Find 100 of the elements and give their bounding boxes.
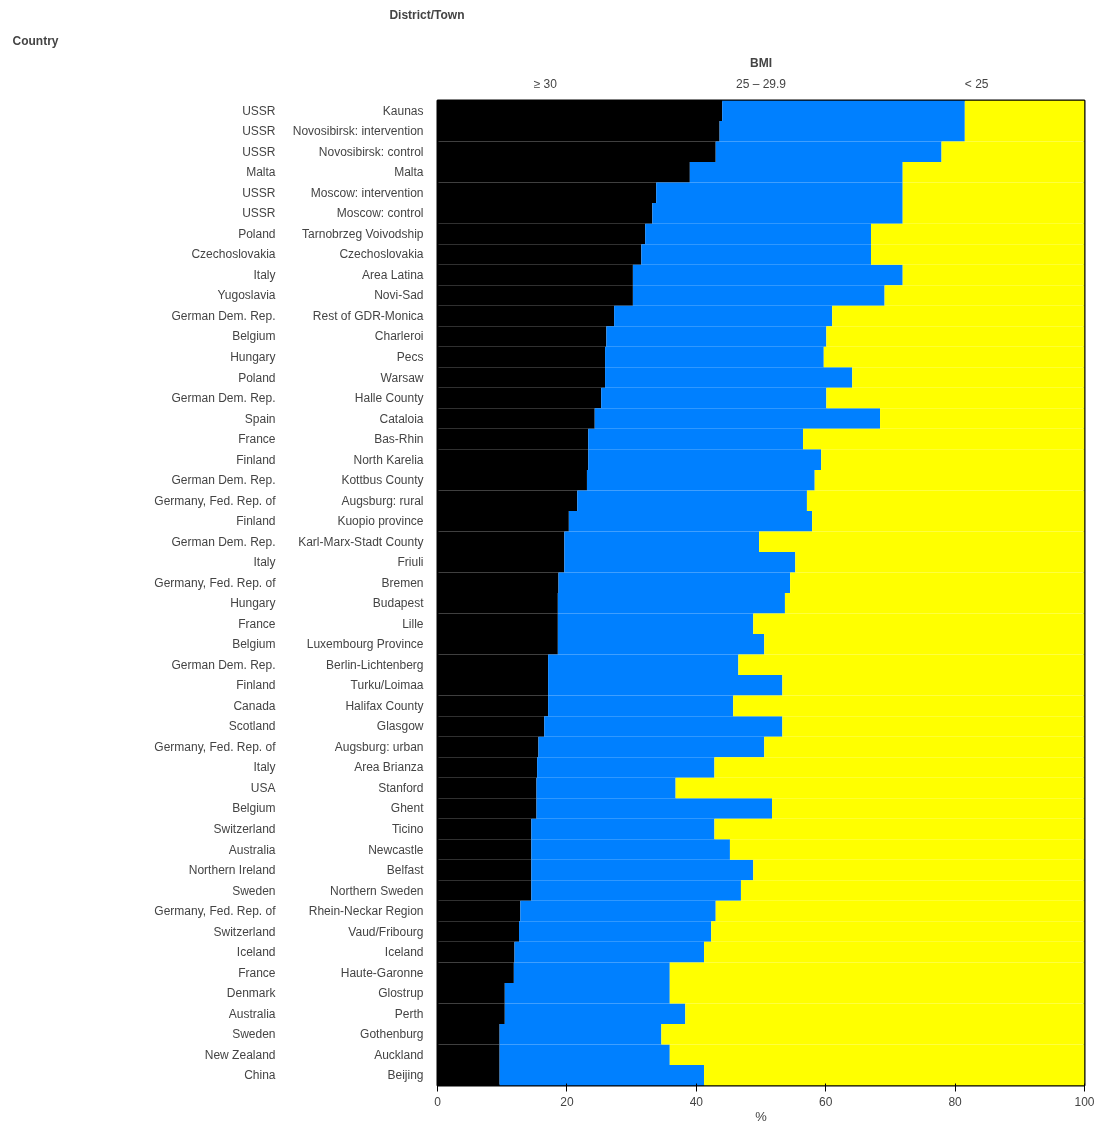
y-tick-label: Northern Sweden bbox=[330, 883, 424, 898]
y2-tick-label: USSR bbox=[242, 124, 276, 139]
y2-tick-label: Italy bbox=[253, 267, 276, 282]
y-tick-label: Glostrup bbox=[378, 986, 424, 1001]
y2-tick-label: German Dem. Rep. bbox=[171, 391, 276, 406]
y-tick-label: Newcastle bbox=[368, 842, 424, 857]
y-tick-label: Stanford bbox=[378, 780, 424, 795]
y-tick-label: Budapest bbox=[372, 596, 425, 611]
y-tick-label: Novi-Sad bbox=[374, 288, 424, 303]
y-tick-label: Lille bbox=[402, 616, 424, 631]
y2-tick-label: New Zealand bbox=[204, 1047, 276, 1062]
y-tick-label: Ticino bbox=[391, 821, 424, 836]
y-tick-label: Rest of GDR-Monica bbox=[312, 308, 424, 323]
y2-tick-label: German Dem. Rep. bbox=[171, 308, 276, 323]
y-tick-label: Kaunas bbox=[382, 103, 424, 118]
y2-tick-label: France bbox=[238, 432, 276, 447]
y2-tick-label: Yugoslavia bbox=[217, 288, 276, 303]
y2-tick-label: Finland bbox=[236, 514, 276, 529]
y-tick-label: Vaud/Fribourg bbox=[348, 924, 424, 939]
y-tick-label: Kottbus County bbox=[341, 473, 424, 488]
y-tick-label: Moscow: control bbox=[336, 206, 424, 221]
y-tick-label: Kuopio province bbox=[337, 514, 424, 529]
y-tick-label: Pecs bbox=[396, 350, 424, 365]
y2-tick-label: German Dem. Rep. bbox=[171, 473, 276, 488]
y-tick-label: Novosibirsk: control bbox=[318, 144, 424, 159]
y-tick-label: Tarnobrzeg Voivodship bbox=[302, 226, 424, 241]
y-tick-label: Augsburg: urban bbox=[334, 739, 424, 754]
y-tick-label: Rhein-Neckar Region bbox=[308, 904, 424, 919]
y2-tick-label: Finland bbox=[236, 678, 276, 693]
y2-tick-label: Hungary bbox=[230, 350, 276, 365]
y-tick-label: Novosibirsk: intervention bbox=[292, 124, 424, 139]
y-tick-label: Berlin-Lichtenberg bbox=[326, 657, 424, 672]
y-tick-label: North Karelia bbox=[353, 452, 424, 467]
y-tick-label: Augsburg: rural bbox=[341, 493, 424, 508]
y-tick-label: Perth bbox=[394, 1006, 424, 1021]
y2-tick-label: Germany, Fed. Rep. of bbox=[154, 904, 277, 919]
y2-tick-label: Scotland bbox=[228, 719, 276, 734]
x-tick-label: 40 bbox=[689, 1094, 704, 1109]
y2-tick-label: Australia bbox=[228, 842, 276, 857]
y2-tick-label: German Dem. Rep. bbox=[171, 657, 276, 672]
y2-tick-label: USSR bbox=[242, 206, 276, 221]
y-tick-label: Warsaw bbox=[380, 370, 424, 385]
y2-tick-label: Hungary bbox=[230, 596, 276, 611]
x-tick-label: 100 bbox=[1074, 1094, 1095, 1109]
series-label: 25 – 29.9 bbox=[735, 76, 787, 91]
x-tick-label: 0 bbox=[434, 1094, 442, 1109]
x-axis-title: % bbox=[755, 1108, 768, 1124]
y-tick-label: Auckland bbox=[374, 1047, 424, 1062]
y2-tick-label: USSR bbox=[242, 185, 276, 200]
y-tick-label: Luxembourg Province bbox=[306, 637, 424, 652]
y-tick-label: Malta bbox=[394, 165, 424, 180]
y-tick-label: Beijing bbox=[387, 1068, 424, 1083]
y2-tick-label: USSR bbox=[242, 103, 276, 118]
legend-title: BMI bbox=[750, 55, 772, 70]
y2-tick-label: Switzerland bbox=[213, 821, 276, 836]
y2-tick-label: Malta bbox=[246, 165, 276, 180]
y2-tick-label: Italy bbox=[253, 760, 276, 775]
y-tick-label: Belfast bbox=[386, 863, 425, 878]
text: Country bbox=[12, 33, 59, 48]
y2-tick-label: Spain bbox=[244, 411, 276, 426]
y2-tick-label: Australia bbox=[228, 1006, 276, 1021]
series-label: < 25 bbox=[964, 76, 989, 91]
y2-tick-label: Belgium bbox=[232, 801, 276, 816]
y-tick-label: Bremen bbox=[381, 575, 424, 590]
x-tick-label: 80 bbox=[948, 1094, 963, 1109]
y-tick-label: Karl-Marx-Stadt County bbox=[298, 534, 424, 549]
y-tick-label: Haute-Garonne bbox=[340, 965, 424, 980]
y-tick-label: Cataloia bbox=[379, 411, 424, 426]
y-tick-label: Charleroi bbox=[374, 329, 424, 344]
y-tick-label: Bas-Rhin bbox=[374, 432, 424, 447]
y2-tick-label: Switzerland bbox=[213, 924, 276, 939]
y2-tick-label: Finland bbox=[236, 452, 276, 467]
y2-tick-label: Czechoslovakia bbox=[191, 247, 276, 262]
y-tick-label: Halifax County bbox=[345, 698, 424, 713]
y2-tick-label: Northern Ireland bbox=[188, 863, 276, 878]
y2-tick-label: China bbox=[244, 1068, 276, 1083]
y2-tick-label: Iceland bbox=[236, 945, 276, 960]
y2-tick-label: Germany, Fed. Rep. of bbox=[154, 739, 277, 754]
y2-tick-label: USA bbox=[250, 780, 276, 795]
y2-tick-label: Denmark bbox=[226, 986, 277, 1001]
y2-tick-label: France bbox=[238, 616, 276, 631]
text: District/Town bbox=[389, 7, 465, 22]
y-tick-label: Ghent bbox=[390, 801, 425, 816]
y-tick-label: Area Latina bbox=[362, 267, 424, 282]
y2-tick-label: Sweden bbox=[232, 883, 276, 898]
y2-tick-label: Poland bbox=[238, 226, 276, 241]
y2-tick-label: Belgium bbox=[232, 637, 276, 652]
y2-tick-label: Italy bbox=[253, 555, 276, 570]
y2-tick-label: Germany, Fed. Rep. of bbox=[154, 575, 277, 590]
y-tick-label: Area Brianza bbox=[354, 760, 424, 775]
y-tick-label: Iceland bbox=[384, 945, 424, 960]
y2-tick-label: Germany, Fed. Rep. of bbox=[154, 493, 277, 508]
y2-tick-label: Belgium bbox=[232, 329, 276, 344]
y2-tick-label: Canada bbox=[233, 698, 276, 713]
x-tick-label: 20 bbox=[560, 1094, 574, 1109]
y2-tick-label: USSR bbox=[242, 144, 276, 159]
y-tick-label: Halle County bbox=[354, 391, 424, 406]
x-tick-label: 60 bbox=[819, 1094, 833, 1109]
y-tick-label: Gothenburg bbox=[360, 1027, 424, 1042]
y-tick-label: Friuli bbox=[397, 555, 424, 570]
